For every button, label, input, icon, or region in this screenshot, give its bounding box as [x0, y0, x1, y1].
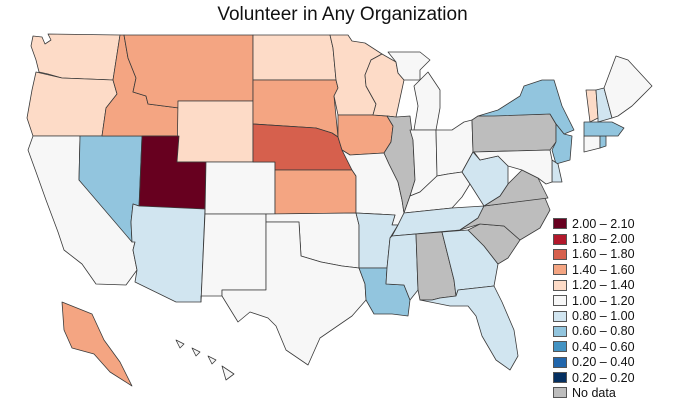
legend-label: 1.80 – 2.00 — [572, 232, 635, 247]
legend-swatch — [553, 356, 567, 368]
state-wa — [30, 33, 121, 81]
state-nm — [200, 213, 267, 303]
map-title: Volunteer in Any Organization — [217, 4, 468, 25]
state-ma — [583, 121, 625, 137]
legend-item: 1.00 – 1.20 — [553, 293, 681, 308]
legend-item: 0.20 – 0.40 — [553, 355, 681, 370]
legend-label: 1.20 – 1.40 — [572, 278, 635, 293]
legend-label: 1.00 – 1.20 — [572, 293, 635, 308]
legend-swatch — [553, 325, 567, 337]
legend-swatch — [553, 387, 567, 399]
legend-swatch — [553, 248, 567, 260]
legend-item: No data — [553, 385, 681, 400]
state-fl — [419, 285, 519, 371]
legend-swatch — [553, 310, 567, 322]
state-me — [603, 55, 653, 119]
legend-label: 0.20 – 0.40 — [572, 355, 635, 370]
state-nd — [252, 34, 337, 81]
state-nh — [595, 87, 613, 123]
state-de — [551, 159, 563, 183]
state-pa — [471, 113, 557, 153]
legend-swatch — [553, 264, 567, 276]
state-wi — [364, 53, 405, 118]
state-tx — [221, 221, 367, 366]
legend-item: 1.60 – 1.80 — [553, 247, 681, 262]
state-ky — [403, 171, 471, 214]
legend-item: 0.60 – 0.80 — [553, 324, 681, 339]
legend-label: 0.40 – 0.60 — [572, 339, 635, 354]
legend: 2.00 – 2.10 1.80 – 2.00 1.60 – 1.80 1.40 – … — [553, 216, 681, 401]
legend-label: 1.60 – 1.80 — [572, 247, 635, 262]
legend-swatch — [553, 218, 567, 230]
state-ks — [274, 169, 357, 215]
legend-label: 0.80 – 1.00 — [572, 309, 635, 324]
state-ak — [61, 301, 133, 387]
legend-swatch — [553, 372, 567, 384]
state-md — [473, 149, 553, 185]
state-az — [130, 203, 206, 303]
legend-item: 1.80 – 2.00 — [553, 231, 681, 246]
state-nc — [459, 197, 551, 241]
legend-swatch — [553, 341, 567, 353]
legend-item: 1.20 – 1.40 — [553, 278, 681, 293]
legend-label: 2.00 – 2.10 — [572, 216, 635, 231]
legend-item: 0.80 – 1.00 — [553, 308, 681, 323]
state-hi — [175, 339, 235, 381]
state-ri — [599, 135, 607, 149]
legend-label: No data — [572, 385, 616, 400]
state-ia — [337, 114, 394, 156]
legend-label: 0.60 – 0.80 — [572, 324, 635, 339]
legend-label: 0.20 – 0.20 — [572, 370, 635, 385]
legend-item: 0.20 – 0.20 — [553, 370, 681, 385]
state-ny — [477, 79, 575, 135]
state-co — [204, 161, 276, 215]
legend-swatch — [553, 295, 567, 307]
state-mi — [387, 51, 441, 131]
legend-item: 2.00 – 2.10 — [553, 216, 681, 231]
legend-item: 1.40 – 1.60 — [553, 262, 681, 277]
state-wy — [176, 100, 254, 163]
legend-item: 0.40 – 0.60 — [553, 339, 681, 354]
legend-label: 1.40 – 1.60 — [572, 262, 635, 277]
state-nj — [551, 123, 573, 165]
legend-swatch — [553, 233, 567, 245]
state-ct — [583, 135, 601, 153]
legend-swatch — [553, 279, 567, 291]
